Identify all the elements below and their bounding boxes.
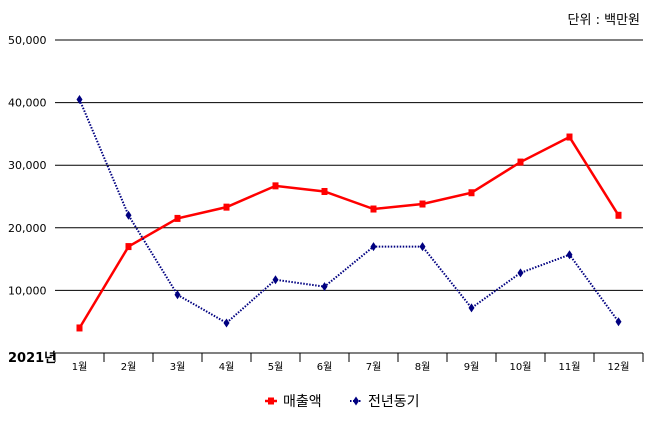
data-point-2 — [223, 318, 230, 328]
data-point-1 — [615, 211, 622, 219]
x-tick-label: 5월 — [268, 361, 284, 373]
data-point-1 — [76, 324, 83, 332]
data-point-2 — [272, 275, 279, 285]
x-tick-label: 4월 — [219, 361, 235, 373]
data-point-2 — [76, 94, 83, 104]
data-point-1 — [517, 158, 524, 166]
gridlines — [54, 39, 644, 362]
data-point-2 — [321, 282, 328, 292]
data-point-2 — [566, 250, 573, 260]
x-tick-label: 1월 — [72, 361, 88, 373]
y-tick-label: 50,000 — [8, 34, 47, 47]
x-tick-label: 11월 — [559, 361, 581, 373]
legend-marker-2 — [353, 396, 359, 406]
y-tick-label: 40,000 — [8, 97, 47, 110]
y-tick-label: 10,000 — [8, 284, 47, 297]
data-point-2 — [419, 242, 426, 252]
data-point-1 — [272, 182, 279, 190]
x-tick-label: 7월 — [366, 361, 382, 373]
x-tick-label: 12월 — [608, 361, 630, 373]
series-line-2 — [78, 99, 620, 325]
x-tick-label: 8월 — [415, 361, 431, 373]
legend-label-2: 전년동기 — [368, 394, 420, 410]
x-tick-label: 10월 — [510, 361, 532, 373]
unit-note: 단위 : 백만원 — [568, 13, 640, 28]
data-point-1 — [468, 189, 475, 197]
series-line-1 — [78, 135, 620, 329]
data-point-1 — [125, 243, 132, 251]
x-tick-label: 9월 — [464, 361, 480, 373]
legend-label-1: 매출액 — [283, 394, 322, 410]
data-point-2 — [615, 317, 622, 327]
data-point-1 — [566, 133, 573, 141]
data-point-2 — [468, 303, 475, 313]
x-axis-title: 2021년 — [8, 351, 56, 366]
legend-marker-1 — [268, 397, 274, 405]
data-point-1 — [321, 187, 328, 195]
y-tick-label: 20,000 — [8, 222, 47, 235]
y-axis-ticks: 50,000 40,000 30,000 20,000 10,000 — [8, 34, 47, 297]
series-lines — [76, 94, 622, 332]
x-tick-label: 3월 — [170, 361, 186, 373]
data-point-2 — [370, 242, 377, 252]
legend: 매출액 전년동기 — [265, 394, 420, 410]
x-axis-ticks: 1월 2월 3월 4월 5월 6월 7월 8월 9월 10월 11월 12월 — [72, 361, 630, 373]
data-point-1 — [223, 203, 230, 211]
data-point-1 — [419, 200, 426, 208]
x-tick-label: 2월 — [121, 361, 137, 373]
data-point-2 — [174, 290, 181, 300]
x-tick-label: 6월 — [317, 361, 333, 373]
data-point-2 — [125, 210, 132, 220]
data-point-1 — [370, 205, 377, 213]
y-tick-label: 30,000 — [8, 159, 47, 172]
data-point-2 — [517, 268, 524, 278]
data-point-1 — [174, 214, 181, 222]
